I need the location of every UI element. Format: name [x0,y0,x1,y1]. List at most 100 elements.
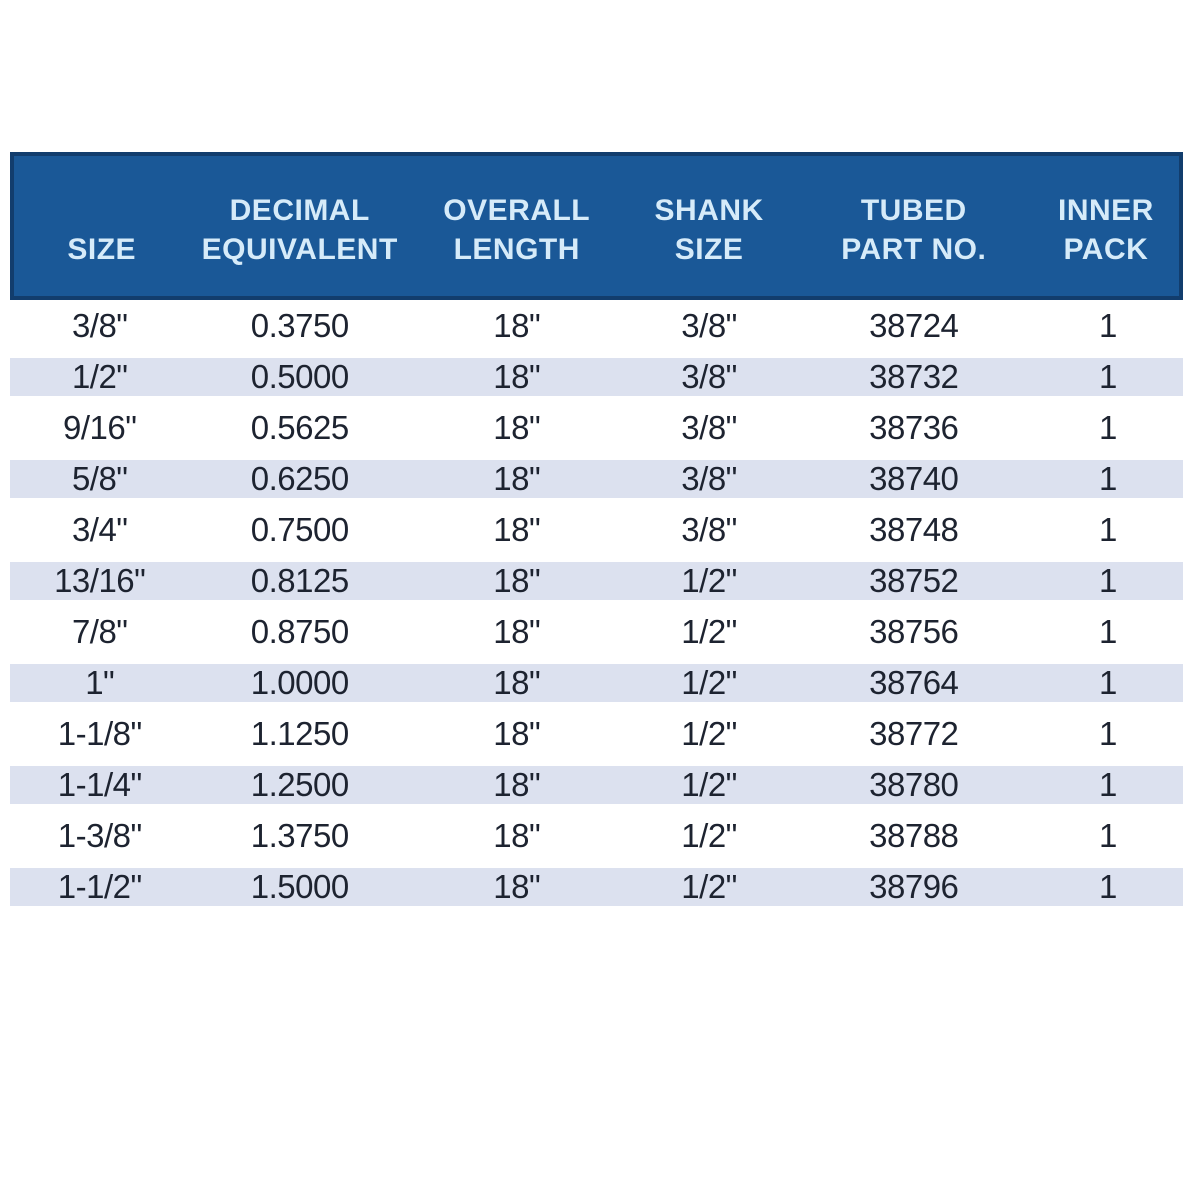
cell-tubed-part-no: 38788 [794,810,1033,861]
table-row: 3/4" 0.7500 18" 3/8" 38748 1 [10,504,1183,555]
cell-tubed-part-no: 38748 [794,504,1033,555]
cell-shank-size: 3/8" [623,504,795,555]
header-label-line: INNER [1057,193,1154,227]
cell-decimal-equivalent: 0.8750 [189,606,410,657]
cell-decimal-equivalent: 0.6250 [189,453,410,504]
header-cell-size: SIZE [10,152,190,300]
header-label-line: TUBED [860,193,967,227]
cell-tubed-part-no: 38732 [794,351,1033,402]
cell-size: 3/4" [10,504,190,555]
table-row: 1" 1.0000 18" 1/2" 38764 1 [10,657,1183,708]
cell-tubed-part-no: 38740 [794,453,1033,504]
cell-tubed-part-no: 38756 [794,606,1033,657]
table-row: 1-1/8" 1.1250 18" 1/2" 38772 1 [10,708,1183,759]
cell-inner-pack: 1 [1032,861,1183,912]
cell-inner-pack: 1 [1032,708,1183,759]
cell-shank-size: 3/8" [623,300,795,351]
cell-tubed-part-no: 38724 [794,300,1033,351]
header-cell-shank-size: SHANK SIZE [623,152,795,300]
cell-size: 1-3/8" [10,810,190,861]
cell-size: 1-1/8" [10,708,190,759]
cell-shank-size: 3/8" [623,453,795,504]
header-label-line: SHANK [654,193,764,227]
header-cell-inner-pack: INNER PACK [1032,152,1183,300]
header-cell-decimal-equivalent: DECIMAL EQUIVALENT [189,152,410,300]
cell-decimal-equivalent: 1.5000 [189,861,410,912]
cell-shank-size: 1/2" [623,606,795,657]
cell-inner-pack: 1 [1032,606,1183,657]
cell-inner-pack: 1 [1032,504,1183,555]
table-row: 13/16" 0.8125 18" 1/2" 38752 1 [10,555,1183,606]
cell-size: 5/8" [10,453,190,504]
cell-inner-pack: 1 [1032,402,1183,453]
header-label-line: DECIMAL [229,193,370,227]
cell-size: 1/2" [10,351,190,402]
cell-overall-length: 18" [409,708,624,759]
cell-overall-length: 18" [409,759,624,810]
cell-overall-length: 18" [409,402,624,453]
cell-tubed-part-no: 38764 [794,657,1033,708]
cell-size: 13/16" [10,555,190,606]
cell-shank-size: 1/2" [623,708,795,759]
header-cell-tubed-part-no: TUBED PART NO. [794,152,1033,300]
table-row: 9/16" 0.5625 18" 3/8" 38736 1 [10,402,1183,453]
cell-inner-pack: 1 [1032,453,1183,504]
cell-tubed-part-no: 38772 [794,708,1033,759]
cell-shank-size: 1/2" [623,861,795,912]
cell-size: 1-1/4" [10,759,190,810]
cell-shank-size: 1/2" [623,657,795,708]
cell-inner-pack: 1 [1032,351,1183,402]
header-label-line: SIZE [67,233,137,267]
header-label-line: PART NO. [841,233,987,267]
header-label-line: EQUIVALENT [201,233,398,267]
cell-shank-size: 1/2" [623,555,795,606]
cell-overall-length: 18" [409,351,624,402]
cell-size: 1-1/2" [10,861,190,912]
cell-decimal-equivalent: 1.2500 [189,759,410,810]
cell-overall-length: 18" [409,300,624,351]
cell-tubed-part-no: 38796 [794,861,1033,912]
cell-inner-pack: 1 [1032,300,1183,351]
cell-decimal-equivalent: 1.1250 [189,708,410,759]
cell-overall-length: 18" [409,810,624,861]
table-row: 7/8" 0.8750 18" 1/2" 38756 1 [10,606,1183,657]
cell-size: 7/8" [10,606,190,657]
cell-tubed-part-no: 38752 [794,555,1033,606]
cell-shank-size: 3/8" [623,402,795,453]
table-header-row: SIZE DECIMAL EQUIVALENT OVERALL LENGTH SHANK S… [10,152,1183,300]
cell-size: 1" [10,657,190,708]
cell-overall-length: 18" [409,555,624,606]
table-row: 3/8" 0.3750 18" 3/8" 38724 1 [10,300,1183,351]
cell-overall-length: 18" [409,453,624,504]
table-row: 1/2" 0.5000 18" 3/8" 38732 1 [10,351,1183,402]
cell-inner-pack: 1 [1032,555,1183,606]
cell-decimal-equivalent: 0.5000 [189,351,410,402]
table-row: 5/8" 0.6250 18" 3/8" 38740 1 [10,453,1183,504]
table-row: 1-3/8" 1.3750 18" 1/2" 38788 1 [10,810,1183,861]
cell-tubed-part-no: 38736 [794,402,1033,453]
cell-decimal-equivalent: 0.3750 [189,300,410,351]
cell-size: 3/8" [10,300,190,351]
table-row: 1-1/2" 1.5000 18" 1/2" 38796 1 [10,861,1183,912]
cell-shank-size: 1/2" [623,759,795,810]
header-label-line: LENGTH [453,233,580,267]
cell-overall-length: 18" [409,504,624,555]
header-label-line: SIZE [674,233,744,267]
cell-inner-pack: 1 [1032,759,1183,810]
cell-inner-pack: 1 [1032,810,1183,861]
cell-overall-length: 18" [409,657,624,708]
header-cell-overall-length: OVERALL LENGTH [409,152,624,300]
cell-shank-size: 3/8" [623,351,795,402]
cell-overall-length: 18" [409,606,624,657]
cell-decimal-equivalent: 0.8125 [189,555,410,606]
header-label-line: OVERALL [443,193,591,227]
header-label-line: PACK [1063,233,1149,267]
cell-decimal-equivalent: 1.3750 [189,810,410,861]
cell-tubed-part-no: 38780 [794,759,1033,810]
table-row: 1-1/4" 1.2500 18" 1/2" 38780 1 [10,759,1183,810]
cell-decimal-equivalent: 1.0000 [189,657,410,708]
cell-inner-pack: 1 [1032,657,1183,708]
cell-decimal-equivalent: 0.7500 [189,504,410,555]
cell-overall-length: 18" [409,861,624,912]
cell-decimal-equivalent: 0.5625 [189,402,410,453]
